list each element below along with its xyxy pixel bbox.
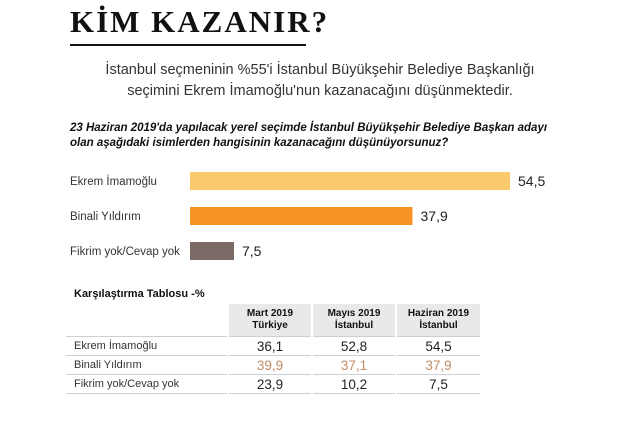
table-cell: 54,5 — [395, 336, 480, 356]
table-cell: 52,8 — [311, 336, 396, 356]
table-header-line: İstanbul — [419, 320, 458, 331]
table-header-march: Mart 2019 Türkiye — [227, 304, 312, 337]
bar-value-label: 54,5 — [518, 173, 545, 189]
survey-question-line-2: olan aşağıdaki isimlerden hangisinin kaz… — [70, 137, 449, 149]
table-header-line: Haziran 2019 — [407, 308, 470, 319]
table-header-may: Mayıs 2019 İstanbul — [311, 304, 396, 337]
table-row-label: Fikrim yok/Cevap yok — [66, 374, 228, 394]
bar-category-label: Binali Yıldırım — [70, 211, 141, 223]
table-header-june: Haziran 2019 İstanbul — [395, 304, 480, 337]
table-cell: 36,1 — [227, 336, 312, 356]
table-header-blank — [66, 304, 228, 337]
comparison-table-title: Karşılaştırma Tablosu -% — [74, 288, 205, 300]
table-header-line: Mart 2019 — [246, 308, 294, 319]
survey-question-line-1: 23 Haziran 2019'da yapılacak yerel seçim… — [70, 122, 548, 134]
table-row: Binali Yıldırım 39,9 37,1 37,9 — [66, 355, 480, 375]
headline-text: İstanbul seçmeninin %55'i İstanbul Büyük… — [70, 60, 570, 102]
headline-line-2: seçimini Ekrem İmamoğlu'nun kazanacağını… — [127, 83, 513, 99]
headline-line-1: İstanbul seçmeninin %55'i İstanbul Büyük… — [105, 62, 535, 78]
table-row: Fikrim yok/Cevap yok 23,9 10,2 7,5 — [66, 374, 480, 394]
table-row: Ekrem İmamoğlu 36,1 52,8 54,5 — [66, 336, 480, 356]
bar — [190, 172, 510, 190]
page-title: KİM KAZANIR? — [70, 4, 330, 39]
bar-chart: Ekrem İmamoğlu 54,5 Binali Yıldırım 37,9 Fik… — [70, 172, 545, 260]
table-header-line: Mayıs 2019 — [327, 308, 381, 319]
bar — [190, 207, 413, 225]
table-cell: 39,9 — [227, 355, 312, 375]
bar-category-label: Ekrem İmamoğlu — [70, 175, 157, 188]
table-header-line: İstanbul — [334, 320, 374, 331]
table-cell: 23,9 — [227, 374, 312, 394]
table-row-label: Binali Yıldırım — [66, 355, 228, 375]
comparison-table-header: Mart 2019 Türkiye Mayıs 2019 İstanbul Ha… — [66, 304, 480, 337]
table-cell: 37,1 — [311, 355, 396, 375]
table-row-label: Ekrem İmamoğlu — [66, 336, 228, 356]
title-underline — [70, 44, 306, 46]
comparison-table: Mart 2019 Türkiye Mayıs 2019 İstanbul Ha… — [66, 304, 480, 394]
table-header-line: Türkiye — [252, 320, 288, 331]
bar-value-label: 7,5 — [242, 243, 262, 259]
table-cell: 10,2 — [311, 374, 396, 394]
table-cell: 37,9 — [395, 355, 480, 375]
table-cell: 7,5 — [395, 374, 480, 394]
bar-category-label: Fikrim yok/Cevap yok — [70, 246, 180, 258]
survey-question: 23 Haziran 2019'da yapılacak yerel seçim… — [70, 121, 570, 151]
bar-value-label: 37,9 — [421, 208, 448, 224]
bar — [190, 242, 234, 260]
